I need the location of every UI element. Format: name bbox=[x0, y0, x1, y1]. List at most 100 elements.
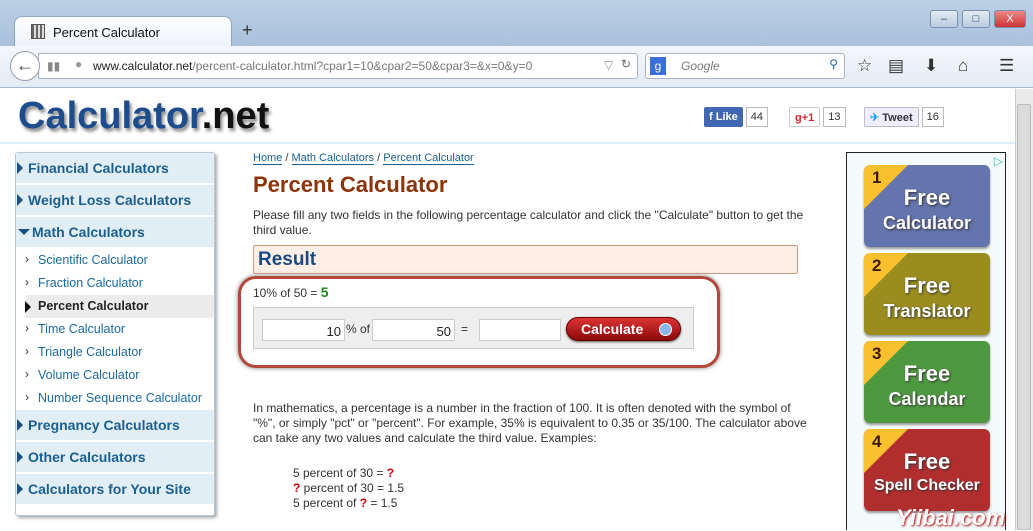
sidebar-pregnancy[interactable]: Pregnancy Calculators bbox=[16, 410, 214, 441]
watermark: Yiibai.com bbox=[896, 505, 1006, 530]
url-domain: www.calculator.net bbox=[93, 59, 193, 73]
sidebar-financial[interactable]: Financial Calculators bbox=[16, 153, 214, 184]
bookmarks-list-icon[interactable]: ▤ bbox=[888, 56, 905, 75]
minimize-button[interactable]: – bbox=[930, 10, 958, 28]
chevron-right-icon: › bbox=[25, 390, 29, 404]
base-input[interactable] bbox=[372, 319, 455, 341]
ad-free-label: Free bbox=[903, 449, 951, 474]
tweet-button[interactable]: ✈ Tweet 16 bbox=[864, 107, 944, 127]
reload-icon[interactable]: ↻ bbox=[621, 57, 632, 71]
intro-text: Please fill any two fields in the follow… bbox=[253, 208, 804, 237]
sidebar-for-your-site[interactable]: Calculators for Your Site bbox=[16, 474, 214, 505]
google-plus[interactable]: g+1 13 bbox=[789, 107, 846, 127]
triangle-right-icon bbox=[17, 419, 23, 431]
ad-corner bbox=[864, 253, 908, 297]
result-input[interactable] bbox=[479, 319, 561, 341]
triangle-down-icon bbox=[18, 229, 30, 241]
breadcrumb: Home / Math Calculators / Percent Calcul… bbox=[253, 152, 474, 165]
tab-title: Percent Calculator bbox=[53, 25, 160, 40]
example-3: 5 percent of ? = 1.5 bbox=[293, 496, 398, 510]
ad-free-label: Free bbox=[903, 361, 951, 386]
site-logo[interactable]: Calculator.net bbox=[18, 95, 270, 137]
maximize-button[interactable]: □ bbox=[962, 10, 990, 28]
search-icon[interactable]: ⚲ bbox=[829, 57, 838, 71]
equals-label: = bbox=[461, 322, 469, 336]
highlight-annotation bbox=[238, 276, 720, 368]
chevron-right-icon: › bbox=[25, 275, 29, 289]
ad-number: 1 bbox=[872, 168, 882, 187]
sidebar-item-scientific[interactable]: › Scientific Calculator bbox=[25, 252, 148, 267]
ad-corner bbox=[864, 165, 908, 209]
close-window-button[interactable]: X bbox=[994, 10, 1026, 28]
site-header: Calculator.net f Like 44 g+1 13 ✈ Tweet 16 bbox=[0, 89, 1015, 144]
search-placeholder: Google bbox=[681, 59, 720, 73]
triangle-right-icon bbox=[17, 451, 23, 463]
download-icon[interactable]: ⬇ bbox=[924, 56, 939, 75]
ad-free-label: Free bbox=[903, 273, 951, 298]
ad-product-label: Spell Checker bbox=[874, 477, 980, 494]
triangle-right-icon bbox=[17, 162, 23, 174]
scrollbar-thumb[interactable] bbox=[1017, 104, 1031, 530]
sidebar-item-number-sequence[interactable]: › Number Sequence Calculator bbox=[25, 390, 202, 405]
sidebar-item-fraction[interactable]: › Fraction Calculator bbox=[25, 275, 143, 290]
sidebar-item-percent[interactable]: Percent Calculator bbox=[25, 295, 214, 318]
ad-button-2[interactable]: 2 Free Translator bbox=[864, 253, 990, 335]
ad-free-label: Free bbox=[903, 185, 951, 210]
globe-icon: ● bbox=[75, 57, 83, 71]
ad-button-1[interactable]: 1 Free Calculator bbox=[864, 165, 990, 247]
triangle-right-icon bbox=[17, 194, 23, 206]
dropdown-icon[interactable]: ▽ bbox=[604, 58, 614, 72]
ad-button-3[interactable]: 3 Free Calendar bbox=[864, 341, 990, 423]
twitter-icon[interactable]: ✈ Tweet bbox=[864, 107, 919, 127]
ad-panel: ▷ 1 Free Calculator 2 Free Translator 3 Free Cal… bbox=[846, 152, 1006, 530]
home-icon[interactable]: ⌂ bbox=[958, 56, 969, 75]
ad-number: 2 bbox=[872, 256, 882, 275]
ad-product-label: Translator bbox=[883, 301, 971, 321]
calculate-button[interactable]: Calculate bbox=[566, 317, 681, 341]
ad-button-4[interactable]: 4 Free Spell Checker bbox=[864, 429, 990, 511]
chevron-right-icon: › bbox=[25, 367, 29, 381]
sidebar-item-time[interactable]: › Time Calculator bbox=[25, 321, 126, 336]
result-text: 10% of 50 = 5 bbox=[253, 284, 329, 300]
description-text: In mathematics, a percentage is a number… bbox=[253, 401, 807, 445]
ad-product-label: Calculator bbox=[882, 213, 972, 233]
back-button[interactable]: ← bbox=[10, 51, 40, 81]
sidebar-math[interactable]: Math Calculators bbox=[16, 217, 214, 248]
chevron-right-icon: › bbox=[25, 252, 29, 266]
nav-bar: ▮▮ ● www.calculator.net/percent-calculat… bbox=[0, 46, 1033, 88]
breadcrumb-percent[interactable]: Percent Calculator bbox=[383, 152, 474, 165]
triangle-right-icon bbox=[25, 301, 31, 313]
chevron-right-icon: › bbox=[25, 321, 29, 335]
search-input[interactable]: g Google ⚲ bbox=[645, 53, 845, 79]
facebook-icon[interactable]: f Like bbox=[704, 107, 743, 127]
breadcrumb-math[interactable]: Math Calculators bbox=[291, 152, 375, 165]
ad-product-label: Calendar bbox=[888, 389, 966, 409]
calculator-icon bbox=[31, 24, 45, 39]
sidebar: Financial Calculators Weight Loss Calcul… bbox=[15, 152, 215, 516]
bookmark-star-icon[interactable]: ☆ bbox=[857, 56, 873, 75]
google-icon: g bbox=[650, 57, 666, 75]
new-tab-button[interactable]: + bbox=[242, 20, 253, 40]
page-title: Percent Calculator bbox=[253, 172, 448, 197]
percent-input[interactable] bbox=[262, 319, 345, 341]
url-path: /percent-calculator.html?cpar1=10&cpar2=… bbox=[192, 59, 533, 73]
adchoices-icon[interactable]: ▷ bbox=[993, 154, 1003, 168]
arrow-right-icon bbox=[659, 323, 672, 336]
ad-corner bbox=[864, 341, 908, 385]
sidebar-weight-loss[interactable]: Weight Loss Calculators bbox=[16, 185, 214, 216]
url-bar[interactable]: ▮▮ ● www.calculator.net/percent-calculat… bbox=[38, 53, 638, 79]
menu-icon[interactable]: ☰ bbox=[999, 56, 1015, 75]
ad-corner bbox=[864, 429, 908, 473]
facebook-like[interactable]: f Like 44 bbox=[704, 107, 768, 127]
browser-tab[interactable]: Percent Calculator bbox=[14, 16, 232, 46]
reader-icon: ▮▮ bbox=[47, 59, 61, 73]
result-heading: Result bbox=[253, 245, 798, 274]
sidebar-item-triangle[interactable]: › Triangle Calculator bbox=[25, 344, 143, 359]
sidebar-item-volume[interactable]: › Volume Calculator bbox=[25, 367, 140, 382]
triangle-right-icon bbox=[17, 483, 23, 495]
breadcrumb-home[interactable]: Home bbox=[253, 152, 283, 165]
ad-number: 4 bbox=[872, 432, 882, 451]
chevron-right-icon: › bbox=[25, 344, 29, 358]
examples-list: 5 percent of 30 = ? ? percent of 30 = 1.… bbox=[293, 466, 404, 511]
sidebar-other[interactable]: Other Calculators bbox=[16, 442, 214, 473]
